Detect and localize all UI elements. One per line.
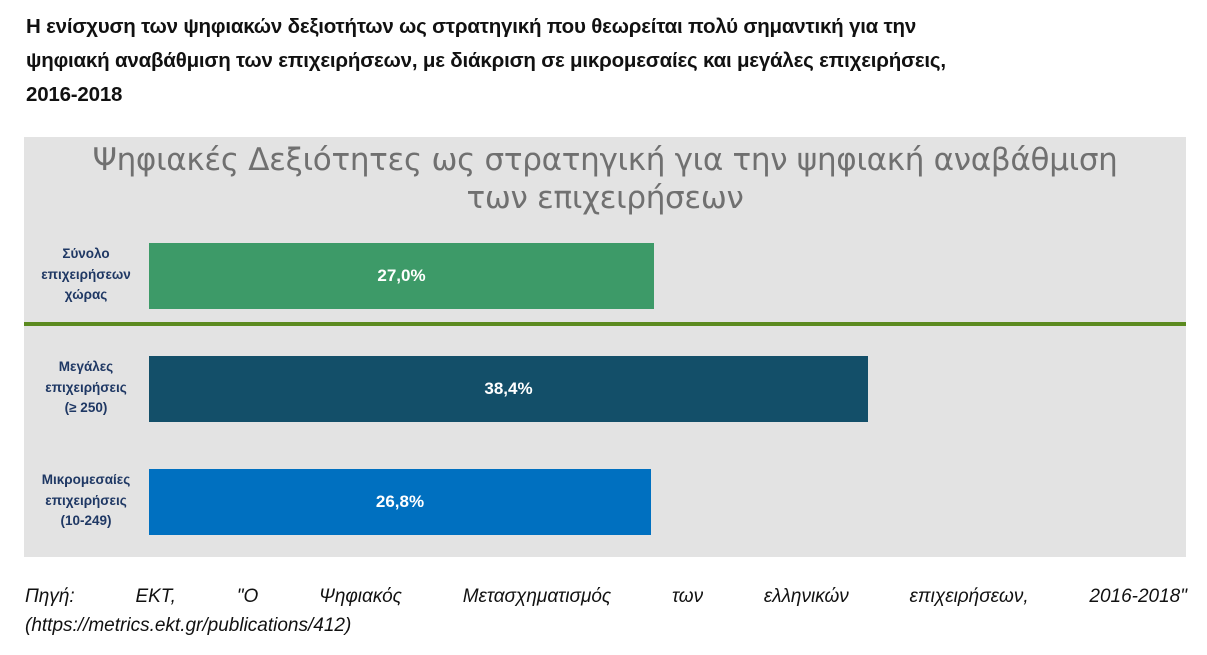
label-line: επιχειρήσεων [41,266,131,282]
divider-line [24,322,1186,326]
heading-line-2: ψηφιακή αναβάθμιση των επιχειρήσεων, με … [26,49,946,72]
bar-value-label: 26,8% [375,492,425,511]
category-label-sme: Μικρομεσαίες επιχειρήσεις (10-249) [24,470,148,532]
source-url: (https://metrics.ekt.gr/publications/412… [25,615,352,636]
heading-line-3: 2016-2018 [26,83,123,106]
bar-sme: 26,8% [149,469,651,535]
bar-large: 38,4% [149,356,868,422]
source-word: των [671,586,704,607]
source-word: ΕΚΤ, [135,586,176,607]
heading-line-1: Η ενίσχυση των ψηφιακών δεξιοτήτων ως στ… [26,15,917,38]
chart-panel: Ψηφιακές Δεξιότητες ως στρατηγική για τη… [24,137,1186,557]
source-word: Μετασχηματισμός [462,586,612,607]
label-line: Μικρομεσαίες [41,472,131,487]
category-label-large: Μεγάλες επιχειρήσεις (≥ 250) [24,357,148,419]
source-word: "Ο [236,586,259,607]
source-word: ελληνικών [763,586,849,607]
source-line-1: Πηγή: ΕΚΤ, "Ο Ψηφιακός Μετασχηματισμός τ… [25,582,1187,611]
bar-value-label: 27,0% [377,266,426,285]
chart-title-line-2: των επιχειρήσεων [466,180,744,216]
label-line: χώρας [64,287,108,302]
page-heading: Η ενίσχυση των ψηφιακών δεξιοτήτων ως στ… [26,10,1186,112]
label-line: (≥ 250) [64,400,108,415]
source-note: Πηγή: ΕΚΤ, "Ο Ψηφιακός Μετασχηματισμός τ… [25,582,1187,640]
label-line: επιχειρήσεις [45,492,127,508]
source-word: Ψηφιακός [319,586,402,607]
category-label-total: Σύνολο επιχειρήσεων χώρας [24,244,148,306]
bar-total: 27,0% [149,243,654,309]
label-line: Σύνολο [62,246,110,261]
source-word: Πηγή: [25,586,75,607]
source-word: 2016-2018" [1089,586,1187,607]
chart-title: Ψηφιακές Δεξιότητες ως στρατηγική για τη… [24,141,1186,217]
bar-value-label: 38,4% [484,379,533,398]
label-line: επιχειρήσεις [45,379,127,395]
source-word: επιχειρήσεων, [909,586,1029,607]
label-line: Μεγάλες [58,359,114,374]
chart-title-line-1: Ψηφιακές Δεξιότητες ως στρατηγική για τη… [92,142,1118,178]
label-line: (10-249) [60,513,112,528]
